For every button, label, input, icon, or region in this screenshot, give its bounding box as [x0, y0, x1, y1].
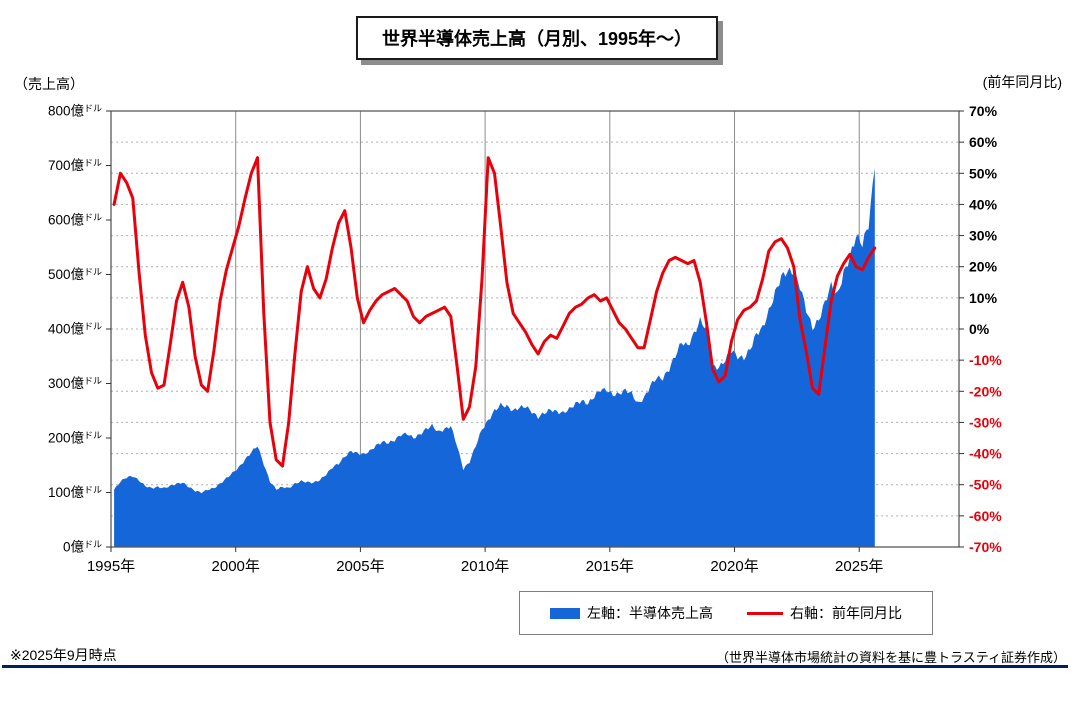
legend-item-sales: 左軸：半導体売上高 [550, 603, 713, 623]
bottom-divider [2, 665, 1068, 668]
svg-text:1995年: 1995年 [87, 558, 135, 575]
source-note: （世界半導体市場統計の資料を基に豊トラスティ証券作成） [716, 650, 1066, 665]
combo-chart: 0億ドル 100億ドル 200億ドル 300億ドル 400億ドル 500億ドル 600億ドル… [7, 86, 1067, 578]
svg-text:-70%: -70% [969, 539, 1002, 555]
svg-text:0億ドル: 0億ドル [63, 540, 102, 555]
chart-title: 世界半導体売上高（月別、1995年～） [355, 16, 719, 60]
legend-sales-label: 左軸：半導体売上高 [587, 605, 713, 621]
yoy-line-swatch-icon [747, 611, 783, 615]
svg-text:2005年: 2005年 [336, 558, 384, 575]
legend: 左軸：半導体売上高 右軸：前年同月比 [519, 591, 933, 635]
legend-yoy-label: 右軸：前年同月比 [790, 605, 902, 621]
right-axis-unit-label: (前年同月比) [982, 74, 1062, 90]
svg-text:800億ドル: 800億ドル [48, 104, 102, 119]
svg-text:20%: 20% [969, 259, 998, 275]
svg-text:-30%: -30% [969, 414, 1002, 430]
svg-text:-60%: -60% [969, 508, 1002, 524]
svg-text:-40%: -40% [969, 446, 1002, 462]
svg-text:600億ドル: 600億ドル [48, 213, 102, 228]
svg-text:60%: 60% [969, 134, 998, 150]
legend-item-yoy: 右軸：前年同月比 [747, 603, 902, 623]
svg-text:300億ドル: 300億ドル [48, 376, 102, 391]
svg-text:700億ドル: 700億ドル [48, 158, 102, 173]
svg-text:2010年: 2010年 [461, 558, 509, 575]
left-axis-unit-label: （売上高） [14, 76, 84, 92]
svg-text:-50%: -50% [969, 477, 1002, 493]
svg-text:2000年: 2000年 [212, 558, 260, 575]
svg-text:2015年: 2015年 [586, 558, 634, 575]
svg-text:400億ドル: 400億ドル [48, 322, 102, 337]
sales-area-swatch-icon [550, 607, 580, 619]
svg-text:2020年: 2020年 [710, 558, 758, 575]
svg-text:50%: 50% [969, 165, 998, 181]
svg-text:2025年: 2025年 [835, 558, 883, 575]
as-of-date-note: ※2025年9月時点 [10, 647, 117, 663]
svg-text:100億ドル: 100億ドル [48, 485, 102, 500]
svg-text:200億ドル: 200億ドル [48, 431, 102, 446]
svg-text:40%: 40% [969, 196, 998, 212]
chart-canvas: 0億ドル 100億ドル 200億ドル 300億ドル 400億ドル 500億ドル 600億ドル… [48, 103, 1002, 575]
svg-text:500億ドル: 500億ドル [48, 267, 102, 282]
svg-text:30%: 30% [969, 228, 998, 244]
svg-text:0%: 0% [969, 321, 990, 337]
svg-text:-10%: -10% [969, 352, 1002, 368]
svg-text:70%: 70% [969, 103, 998, 119]
svg-text:-20%: -20% [969, 383, 1002, 399]
svg-text:10%: 10% [969, 290, 998, 306]
